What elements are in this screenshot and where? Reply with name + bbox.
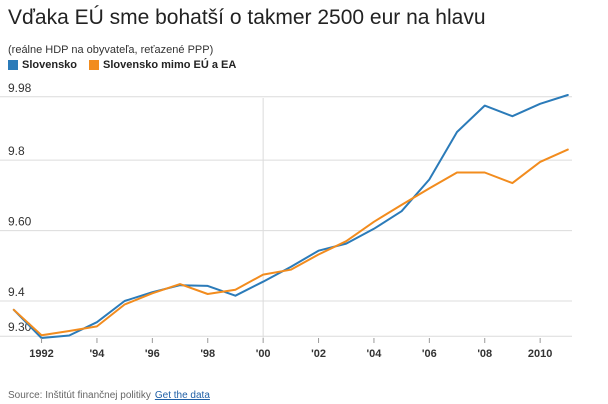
x-tick-label: '06	[422, 348, 437, 360]
series-line-slovensko-mimo-eu[interactable]	[12, 148, 569, 337]
grid: 9.30 9.4 9.60 9.8 9.98	[0, 81, 572, 338]
y-tick-label: 9.98	[8, 81, 32, 95]
x-tick-label: '08	[477, 348, 492, 360]
y-tick-label: 9.60	[8, 215, 32, 229]
legend-label-slovensko-mimo-eu: Slovensko mimo EÚ a EA	[103, 59, 237, 71]
chart-title: Vďaka EÚ sme bohatší o takmer 2500 eur n…	[8, 6, 486, 29]
legend-swatch-slovensko-mimo-eu	[89, 60, 100, 70]
x-axis: 1992 '94 '96 '98 '00 '02 '04 '06 '08 2010	[29, 338, 552, 360]
y-tick-label: 9.30	[8, 320, 32, 334]
chart-subtitle: (reálne HDP na obyvateľa, reťazené PPP)	[8, 44, 214, 56]
x-tick-label: '00	[256, 348, 271, 360]
x-tick-label: 1992	[29, 348, 53, 360]
y-tick-label: 9.8	[8, 144, 25, 158]
series-line-slovensko[interactable]	[12, 94, 569, 339]
series-layer	[12, 94, 569, 339]
legend-swatch-slovensko	[8, 60, 18, 70]
x-tick-label: '04	[367, 348, 383, 360]
legend-item-slovensko-mimo-eu[interactable]: Slovensko mimo EÚ a EA	[89, 59, 236, 71]
x-tick-label: 2010	[528, 348, 552, 360]
legend-item-slovensko[interactable]: Slovensko	[8, 59, 77, 71]
source-text: Source: Inštitút finančnej politiky	[8, 390, 151, 401]
legend-label-slovensko: Slovensko	[22, 59, 78, 71]
x-tick-label: '98	[200, 348, 215, 360]
legend: Slovensko Slovensko mimo EÚ a EA	[8, 59, 248, 71]
source-note: Source: Inštitút finančnej politiky Get t…	[8, 390, 210, 401]
x-tick-label: '94	[90, 348, 106, 360]
get-data-link[interactable]: Get the data	[154, 390, 210, 401]
x-tick-label: '96	[145, 348, 160, 360]
y-tick-label: 9.4	[8, 285, 25, 299]
x-tick-label: '02	[311, 348, 326, 360]
